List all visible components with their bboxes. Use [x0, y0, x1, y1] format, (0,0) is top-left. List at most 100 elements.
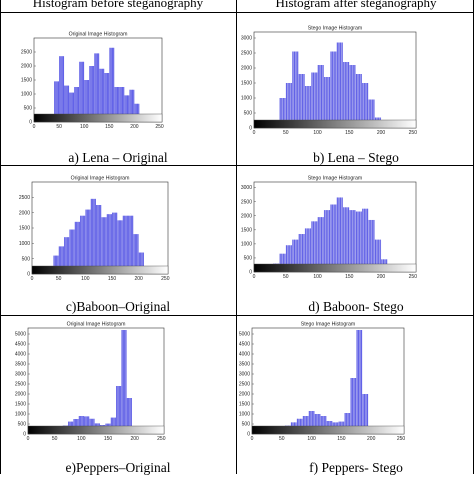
histogram-bar	[84, 80, 90, 122]
x-tick-label: 50	[56, 276, 62, 282]
y-tick-label: 1500	[241, 81, 252, 87]
y-tick-label: 500	[242, 422, 251, 428]
y-tick-label: 3000	[241, 185, 252, 191]
bar-stems	[317, 217, 324, 272]
caption-lena-original: a) Lena – Original	[68, 150, 168, 165]
histogram-bar	[368, 219, 375, 272]
histogram-bar	[344, 413, 351, 434]
histogram-bar	[368, 99, 375, 128]
histogram-bar	[69, 229, 75, 274]
histogram-bar	[311, 221, 318, 272]
grayscale-bar	[253, 119, 417, 129]
histogram-bar	[104, 73, 110, 122]
y-tick-label: 0	[249, 270, 252, 276]
header-before: Histogram before steganography	[32, 0, 204, 10]
histogram-bar	[58, 246, 64, 274]
x-tick-label: 150	[337, 436, 346, 442]
histogram-bar	[74, 87, 80, 122]
histogram-bar	[80, 215, 86, 274]
histogram-bar	[285, 245, 293, 272]
histogram-bar	[308, 411, 315, 434]
bar-stems	[112, 212, 118, 274]
histogram-bar	[362, 208, 369, 272]
x-tick-label: 50	[283, 274, 289, 280]
y-tick-label: 2500	[239, 382, 250, 388]
bar-stems	[90, 198, 96, 274]
bar-stems	[330, 51, 337, 128]
histogram-bar	[362, 83, 369, 128]
histogram-bar	[53, 255, 59, 274]
bar-stems	[343, 207, 349, 272]
y-tick-label: 500	[244, 256, 253, 262]
histogram-bar	[64, 85, 70, 122]
y-tick-label: 1000	[239, 412, 250, 418]
x-tick-label: 50	[283, 130, 289, 136]
histogram-lena-stego: Stego Image Histogram0500100015002000250…	[241, 26, 417, 137]
caption-peppers-original: e)Peppers–Original	[65, 460, 171, 475]
histogram-bar	[122, 215, 128, 274]
x-tick-label: 100	[80, 124, 89, 130]
histogram-bar	[121, 330, 127, 434]
y-tick-label: 0	[23, 432, 26, 438]
bar-stems	[59, 56, 64, 122]
x-tick-label: 0	[27, 436, 30, 442]
y-tick-label: 0	[29, 120, 32, 126]
bar-stems	[94, 53, 100, 122]
x-tick-label: 150	[345, 130, 354, 136]
histogram-bar	[54, 81, 60, 122]
y-tick-label: 3500	[15, 362, 26, 368]
plot-title: Stego Image Histogram	[308, 176, 363, 182]
grayscale-bar	[251, 425, 405, 435]
bar-stems	[80, 215, 86, 274]
histogram-bar	[126, 398, 132, 434]
bar-stems	[311, 72, 318, 128]
histogram-bar	[292, 239, 299, 272]
y-tick-label: 1500	[241, 227, 252, 233]
bar-stems	[324, 210, 330, 272]
histogram-bar	[116, 386, 122, 434]
y-tick-label: 1000	[15, 412, 26, 418]
x-tick-label: 150	[345, 274, 354, 280]
histogram-bar	[279, 253, 286, 272]
histogram-bar	[78, 416, 84, 434]
histogram-bar	[304, 228, 312, 272]
x-tick-label: 0	[253, 130, 256, 136]
histogram-bar	[128, 215, 134, 274]
histogram-bar	[355, 211, 362, 272]
y-tick-label: 2000	[21, 64, 32, 70]
histogram-bar	[336, 197, 343, 272]
x-tick-label: 200	[130, 436, 139, 442]
histogram-bar	[124, 95, 130, 122]
histogram-bar	[330, 204, 337, 272]
x-tick-label: 0	[251, 436, 254, 442]
y-tick-label: 2500	[19, 195, 30, 201]
histogram-bar	[298, 74, 305, 128]
grayscale-bar	[27, 425, 165, 435]
histogram-bar	[330, 51, 337, 128]
y-tick-label: 0	[249, 126, 252, 132]
x-tick-label: 250	[409, 274, 418, 280]
histogram-bar	[349, 65, 356, 128]
histogram-bar	[134, 103, 140, 122]
bar-stems	[117, 220, 123, 274]
y-tick-label: 500	[22, 256, 31, 262]
histogram-bar	[355, 74, 362, 128]
bar-stems	[74, 221, 80, 274]
grayscale-bar	[31, 265, 169, 275]
x-tick-label: 100	[313, 130, 322, 136]
y-tick-label: 3000	[241, 36, 252, 42]
histogram-bar	[114, 87, 120, 122]
bar-stems	[121, 330, 127, 434]
histogram-bar	[138, 252, 144, 274]
histogram-bar	[112, 212, 118, 274]
histogram-bar	[302, 416, 309, 434]
x-tick-label: 0	[33, 124, 36, 130]
histogram-bar	[362, 394, 369, 434]
y-tick-label: 1000	[241, 96, 252, 102]
histogram-bar	[101, 217, 107, 274]
bar-stems	[362, 208, 369, 272]
bar-stems	[349, 65, 356, 128]
x-tick-label: 50	[279, 436, 285, 442]
x-tick-label: 200	[377, 274, 386, 280]
bar-stems	[128, 215, 134, 274]
